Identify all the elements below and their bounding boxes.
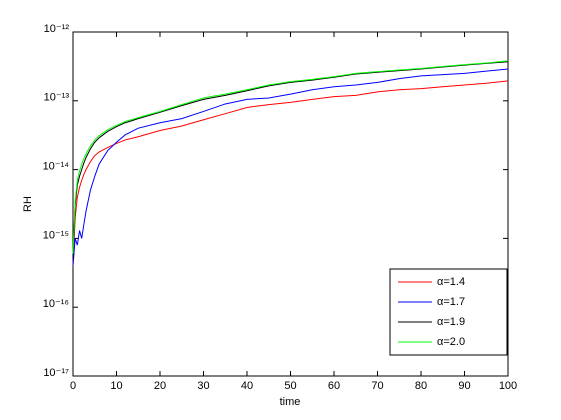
y-tick-label: 10⁻¹⁵ [43, 229, 69, 241]
x-tick-label: 20 [154, 380, 166, 392]
legend-label: α=1.4 [437, 276, 465, 288]
series-line [72, 68, 509, 266]
y-tick-label: 10⁻¹⁶ [43, 298, 69, 310]
x-tick-label: 50 [284, 380, 296, 392]
y-tick-label: 10⁻¹⁴ [43, 161, 70, 173]
x-tick-label: 10 [110, 380, 122, 392]
series-line [72, 60, 509, 254]
x-tick-label: 100 [499, 380, 517, 392]
legend-label: α=2.0 [437, 336, 465, 348]
y-tick-label: 10⁻¹⁷ [43, 367, 69, 379]
x-tick-label: 0 [70, 380, 76, 392]
x-axis-label: time [280, 396, 301, 408]
series-line [72, 80, 509, 266]
legend-box [389, 268, 508, 356]
y-axis-label: RH [22, 196, 34, 212]
x-tick-label: 60 [328, 380, 340, 392]
legend-label: α=1.9 [437, 316, 465, 328]
legend-label: α=1.7 [437, 296, 465, 308]
y-tick-label: 10⁻¹² [44, 23, 70, 35]
x-tick-label: 70 [371, 380, 383, 392]
x-tick-label: 90 [458, 380, 470, 392]
x-tick-label: 80 [415, 380, 427, 392]
x-tick-label: 30 [197, 380, 209, 392]
y-tick-label: 10⁻¹³ [44, 92, 70, 104]
x-tick-label: 40 [241, 380, 253, 392]
series-line [72, 61, 509, 260]
